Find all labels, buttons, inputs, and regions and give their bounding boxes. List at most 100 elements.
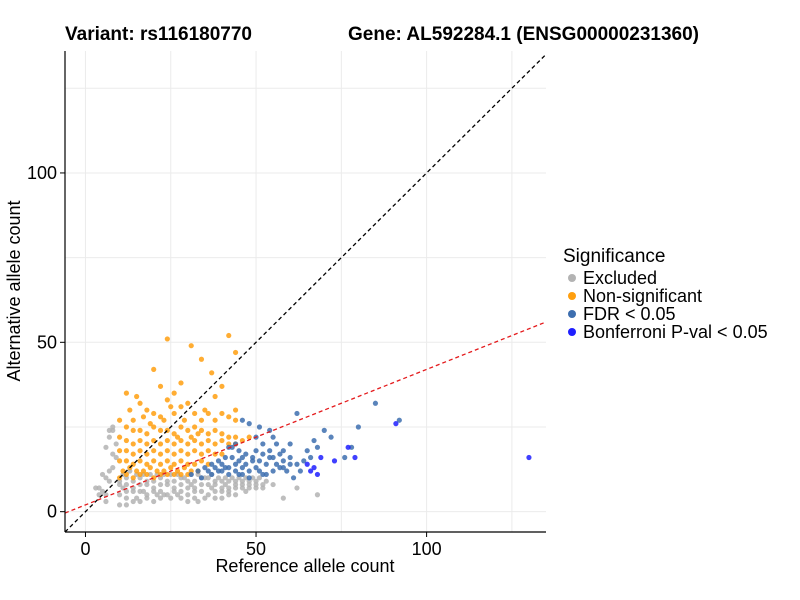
point-fdr-0-05 bbox=[287, 441, 293, 447]
point-excluded bbox=[168, 495, 174, 501]
point-fdr-0-05 bbox=[297, 468, 303, 474]
point-non-significant bbox=[151, 366, 157, 373]
point-fdr-0-05 bbox=[270, 454, 276, 461]
point-fdr-0-05 bbox=[314, 444, 321, 450]
point-non-significant bbox=[226, 434, 232, 440]
point-non-significant bbox=[178, 471, 184, 478]
y-tick-label: 50 bbox=[37, 332, 57, 352]
point-non-significant bbox=[116, 458, 123, 464]
point-fdr-0-05 bbox=[263, 461, 269, 467]
identity-reference-line bbox=[65, 53, 546, 532]
point-excluded bbox=[123, 481, 130, 488]
legend-dot-icon bbox=[568, 274, 576, 282]
point-fdr-0-05 bbox=[236, 448, 242, 454]
point-excluded bbox=[116, 492, 123, 498]
point-non-significant bbox=[144, 471, 150, 478]
point-non-significant bbox=[137, 471, 143, 478]
point-non-significant bbox=[137, 427, 143, 433]
y-tick-label: 0 bbox=[47, 502, 57, 522]
point-non-significant bbox=[164, 336, 170, 342]
point-non-significant bbox=[154, 468, 160, 474]
point-excluded bbox=[106, 478, 112, 484]
point-non-significant bbox=[185, 451, 191, 457]
point-fdr-0-05 bbox=[232, 461, 239, 467]
point-non-significant bbox=[123, 437, 130, 444]
point-fdr-0-05 bbox=[372, 400, 379, 406]
point-non-significant bbox=[205, 437, 211, 444]
point-excluded bbox=[99, 488, 106, 494]
legend-item: FDR < 0.05 bbox=[563, 304, 768, 324]
point-non-significant bbox=[232, 349, 239, 356]
point-non-significant bbox=[151, 424, 157, 430]
point-fdr-0-05 bbox=[256, 468, 263, 474]
point-non-significant bbox=[144, 431, 150, 437]
point-fdr-0-05 bbox=[273, 441, 280, 447]
point-excluded bbox=[144, 492, 150, 498]
point-non-significant bbox=[164, 437, 170, 444]
point-excluded bbox=[93, 485, 99, 491]
point-excluded bbox=[113, 454, 119, 461]
point-fdr-0-05 bbox=[280, 448, 286, 454]
point-excluded bbox=[123, 495, 130, 501]
point-fdr-0-05 bbox=[243, 461, 249, 467]
point-non-significant bbox=[137, 437, 143, 444]
fit-reference-line bbox=[65, 321, 546, 514]
point-excluded bbox=[226, 485, 232, 491]
point-excluded bbox=[205, 492, 211, 498]
point-non-significant bbox=[209, 370, 215, 376]
point-fdr-0-05 bbox=[277, 451, 283, 457]
point-non-significant bbox=[219, 431, 225, 437]
point-non-significant bbox=[116, 434, 123, 440]
point-excluded bbox=[212, 495, 218, 501]
point-bonferroni-p-val-0-05 bbox=[311, 465, 317, 471]
point-non-significant bbox=[192, 424, 198, 430]
point-non-significant bbox=[188, 434, 194, 440]
point-excluded bbox=[185, 498, 191, 505]
legend-item: Excluded bbox=[563, 268, 768, 288]
point-excluded bbox=[192, 478, 198, 484]
point-bonferroni-p-val-0-05 bbox=[345, 444, 351, 450]
point-non-significant bbox=[219, 437, 225, 444]
point-non-significant bbox=[157, 451, 164, 457]
legend-label: Bonferroni P-val < 0.05 bbox=[583, 321, 768, 342]
point-excluded bbox=[205, 481, 211, 488]
point-non-significant bbox=[171, 431, 177, 437]
point-bonferroni-p-val-0-05 bbox=[352, 454, 358, 461]
point-non-significant bbox=[168, 465, 174, 471]
variant-title: Variant: rs116180770 bbox=[65, 24, 252, 45]
reference-lines bbox=[65, 53, 546, 532]
point-non-significant bbox=[195, 431, 201, 437]
point-fdr-0-05 bbox=[222, 465, 228, 471]
point-bonferroni-p-val-0-05 bbox=[314, 471, 321, 478]
point-excluded bbox=[198, 488, 205, 494]
point-non-significant bbox=[130, 475, 136, 481]
point-excluded bbox=[154, 492, 160, 498]
point-excluded bbox=[103, 475, 109, 481]
point-excluded bbox=[219, 495, 225, 501]
point-excluded bbox=[232, 492, 239, 498]
point-excluded bbox=[123, 488, 130, 494]
point-non-significant bbox=[212, 427, 218, 433]
point-excluded bbox=[171, 485, 177, 491]
point-non-significant bbox=[144, 407, 150, 413]
point-non-significant bbox=[157, 441, 164, 447]
point-non-significant bbox=[147, 465, 153, 471]
point-bonferroni-p-val-0-05 bbox=[308, 468, 314, 474]
legend-dot-icon bbox=[568, 328, 576, 336]
point-fdr-0-05 bbox=[308, 454, 314, 461]
point-fdr-0-05 bbox=[294, 461, 300, 467]
point-non-significant bbox=[123, 424, 130, 430]
point-fdr-0-05 bbox=[215, 458, 222, 464]
point-excluded bbox=[253, 478, 259, 484]
point-excluded bbox=[178, 495, 184, 501]
point-bonferroni-p-val-0-05 bbox=[318, 454, 324, 461]
point-non-significant bbox=[171, 461, 177, 467]
point-fdr-0-05 bbox=[250, 458, 256, 464]
point-non-significant bbox=[171, 410, 177, 417]
point-excluded bbox=[222, 475, 228, 481]
point-fdr-0-05 bbox=[243, 451, 249, 457]
point-non-significant bbox=[192, 448, 198, 454]
point-non-significant bbox=[232, 407, 239, 413]
point-non-significant bbox=[144, 461, 150, 467]
